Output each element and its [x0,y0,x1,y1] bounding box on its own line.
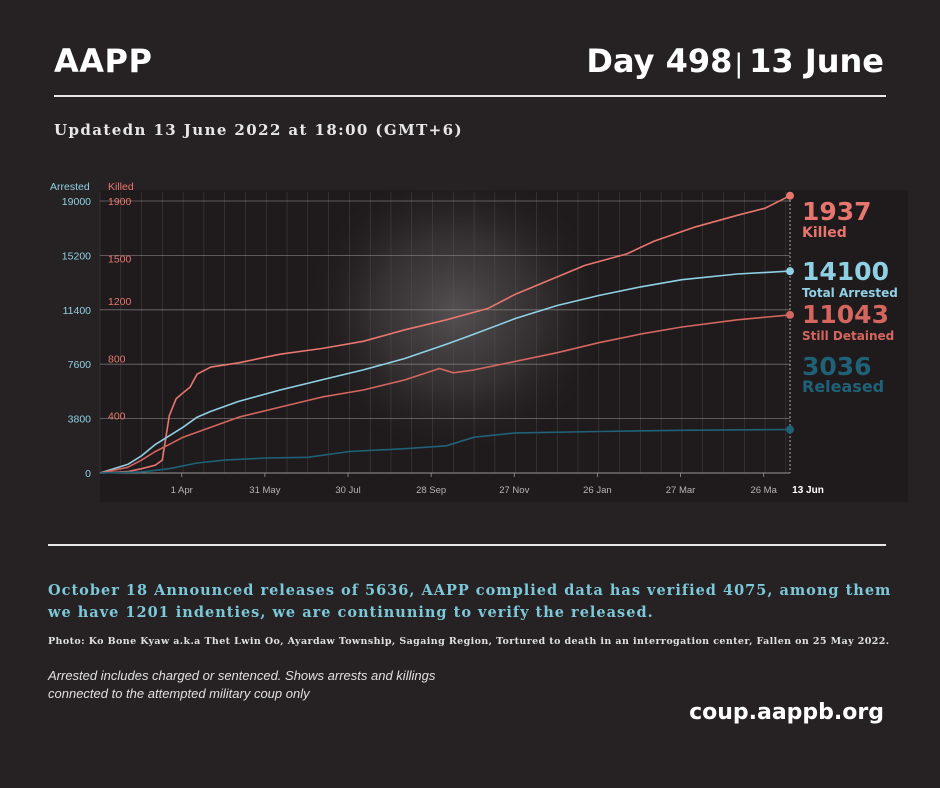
x-tick-label: 1 Apr [171,485,193,496]
killed-tick-label: 400 [108,411,126,423]
release-note: October 18 Announced releases of 5636, A… [48,582,892,621]
series-endpoint-released [786,425,794,434]
series-line-released [99,428,791,474]
footnote-line-1: Arrested includes charged or sentenced. … [48,668,436,683]
x-tick-label: 30 Jul [335,485,360,496]
series-name-arrested: Total Arrested [802,286,898,300]
series-name-released: Released [802,377,884,396]
series-line-arrested [99,270,791,474]
arrested-axis-title: Arrested [50,181,90,193]
x-tick-label: 26 Ma [750,485,777,496]
arrested-tick-label: 19000 [62,196,91,208]
series-endpoint-arrested [786,267,794,276]
website-link[interactable]: coup.aappb.org [689,700,884,725]
footnote-line-2: connected to the attempted military coup… [48,686,310,701]
series-line-detained [99,314,791,474]
killed-tick-label: 1200 [108,296,132,308]
series-endpoint-detained [786,310,794,319]
series-endpoint-killed [786,191,794,200]
end-date-label: 13 Jun [792,485,824,496]
x-tick-label: 27 Nov [499,485,529,496]
footer-divider [48,544,886,546]
series-value-released: 3036 [802,352,872,381]
header-divider [54,95,886,97]
series-name-detained: Still Detained [802,329,894,343]
arrested-tick-label: 11400 [63,305,92,317]
arrested-tick-label: 7600 [68,359,92,371]
series-value-arrested: 14100 [802,257,889,286]
methodology-footnote: Arrested includes charged or sentenced. … [48,667,508,703]
x-tick-label: 26 Jan [583,485,612,496]
killed-axis-title: Killed [108,181,134,193]
x-tick-label: 31 May [249,485,280,496]
casualty-chart: 19000 15200 11400 7600 3800 0 1900 1500 1200 800 4… [50,172,908,502]
killed-tick-label: 1900 [108,196,132,208]
arrested-tick-label: 3800 [68,414,92,426]
updated-timestamp: Updatedn 13 June 2022 at 18:00 (GMT+6) [54,121,463,139]
series-value-killed: 1937 [802,197,872,226]
day-separator: | [734,49,744,79]
killed-tick-label: 800 [108,353,126,365]
x-tick-label: 27 Mar [666,485,696,496]
series-line-killed [99,194,791,474]
memorial-portrait [306,172,606,452]
killed-tick-label: 1500 [108,253,132,265]
chart-container: 19000 15200 11400 7600 3800 0 1900 1500 1200 800 4… [38,172,908,502]
day-counter: Day 498| 13 June [586,42,884,80]
org-title: AAPP [54,42,153,80]
series-name-killed: Killed [802,225,847,241]
photo-credit: Photo: Ko Bone Kyaw a.k.a Thet Lwin Oo, … [48,636,890,647]
day-number: Day 498 [586,42,733,80]
arrested-tick-label: 15200 [62,250,91,262]
day-date: 13 June [749,42,884,80]
arrested-tick-label: 0 [85,468,91,480]
x-tick-label: 28 Sep [416,485,446,496]
series-value-detained: 11043 [802,300,889,329]
